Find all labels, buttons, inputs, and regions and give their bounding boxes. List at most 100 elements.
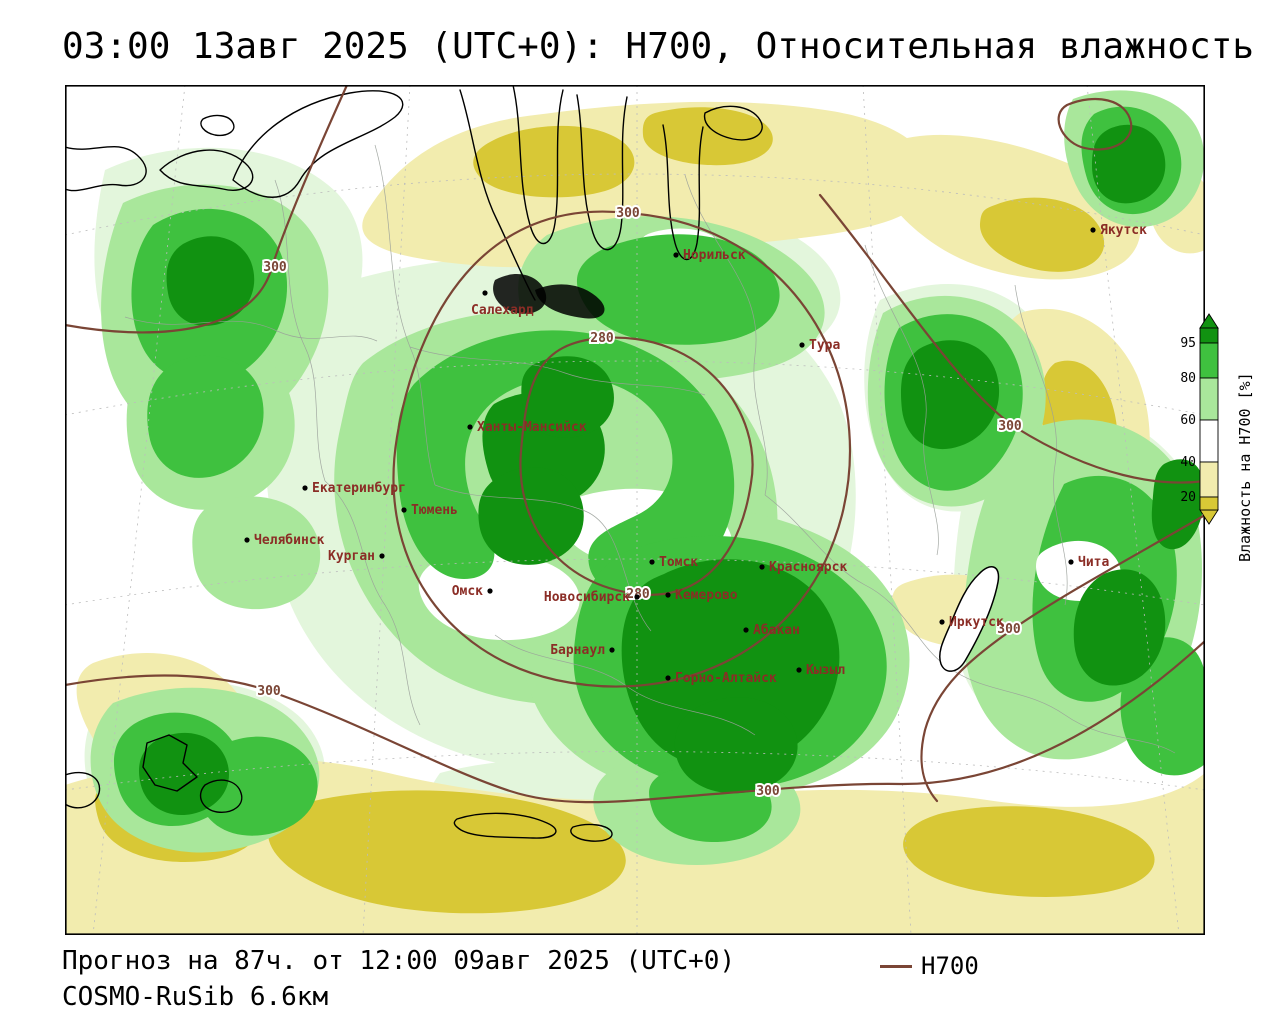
graticule-layer bbox=[65, 85, 1205, 935]
city-dot bbox=[634, 594, 640, 600]
city-label: Кызыл bbox=[806, 663, 845, 678]
colorbar-tick-label: 60 bbox=[1180, 413, 1196, 428]
forecast-info: Прогноз на 87ч. от 12:00 09авг 2025 (UTC… bbox=[62, 946, 736, 976]
contour-label: 300 bbox=[263, 260, 287, 275]
city-marker: Ханты-Мансийск bbox=[467, 420, 587, 435]
aral-sea bbox=[142, 734, 198, 792]
city-dot bbox=[665, 675, 671, 681]
contour-label: 300 bbox=[756, 784, 780, 799]
city-marker: Екатеринбург bbox=[302, 481, 406, 496]
lake-balkhash bbox=[453, 812, 557, 839]
city-marker: Тура bbox=[799, 338, 840, 353]
legend-label: H700 bbox=[921, 952, 979, 980]
contour-label: 300 bbox=[998, 419, 1022, 434]
city-dot bbox=[796, 667, 802, 673]
city-marker: Курган bbox=[328, 549, 385, 564]
city-label: Якутск bbox=[1100, 223, 1147, 238]
city-dot bbox=[759, 564, 765, 570]
humidity-fill-layer bbox=[65, 90, 1205, 935]
city-label: Норильск bbox=[683, 248, 746, 263]
colorbar-tick-label: 95 bbox=[1180, 336, 1196, 351]
city-marker: Красноярск bbox=[759, 560, 847, 575]
city-marker: Кызыл bbox=[796, 663, 845, 678]
city-label: Чита bbox=[1078, 555, 1109, 570]
city-label: Барнаул bbox=[550, 643, 605, 658]
city-dot bbox=[1090, 227, 1096, 233]
colorbar-segment bbox=[1199, 377, 1219, 421]
city-dot bbox=[609, 647, 615, 653]
city-label: Челябинск bbox=[254, 533, 325, 548]
city-dot bbox=[939, 619, 945, 625]
cities-layer: Норильск Салехард Тура Якутск Ханты-Мансийск… bbox=[244, 223, 1147, 686]
colorbar-segment bbox=[1199, 461, 1219, 498]
city-marker: Барнаул bbox=[550, 643, 615, 658]
city-marker: Иркутск bbox=[939, 615, 1004, 630]
city-marker: Горно-Алтайск bbox=[665, 671, 777, 686]
contour-label: 300 bbox=[997, 622, 1021, 637]
colorbar-tick-label: 80 bbox=[1180, 371, 1196, 386]
city-marker: Тюмень bbox=[401, 503, 458, 518]
weather-map: 300 300 280 300 280 300 300 300 Норильск Салехар… bbox=[65, 85, 1205, 935]
contour-label: 300 bbox=[257, 684, 281, 699]
lake-baikal bbox=[939, 566, 1000, 672]
city-label: Красноярск bbox=[769, 560, 847, 575]
city-marker: Томск bbox=[649, 555, 698, 570]
city-marker: Омск bbox=[452, 584, 493, 599]
colorbar-segment bbox=[1199, 327, 1219, 344]
city-label: Тюмень bbox=[411, 503, 458, 518]
colorbar-tick-label: 40 bbox=[1180, 455, 1196, 470]
city-dot bbox=[1068, 559, 1074, 565]
city-marker: Норильск bbox=[673, 248, 746, 263]
city-marker: Кемерово bbox=[665, 588, 738, 603]
city-label: Томск bbox=[659, 555, 698, 570]
city-marker: Якутск bbox=[1090, 223, 1147, 238]
coastline-layer bbox=[65, 85, 1000, 842]
city-dot bbox=[673, 252, 679, 258]
city-dot bbox=[665, 592, 671, 598]
city-label: Екатеринбург bbox=[312, 481, 406, 496]
city-label: Тура bbox=[809, 338, 840, 353]
city-dot bbox=[487, 588, 493, 594]
admin-boundaries-layer bbox=[124, 144, 1176, 754]
colorbar-segment bbox=[1199, 419, 1219, 463]
contour-label: 300 bbox=[616, 206, 640, 221]
city-marker: Салехард bbox=[471, 290, 534, 318]
contour-label: 280 bbox=[626, 587, 650, 602]
city-label: Горно-Алтайск bbox=[675, 671, 777, 686]
city-dot bbox=[482, 290, 488, 296]
city-label: Иркутск bbox=[949, 615, 1004, 630]
city-label: Салехард bbox=[471, 303, 534, 318]
city-label: Кемерово bbox=[675, 588, 738, 603]
city-marker: Чита bbox=[1068, 555, 1109, 570]
colorbar-title: Влажность на H700 [%] bbox=[1236, 372, 1254, 562]
city-marker: Абакан bbox=[743, 623, 800, 638]
model-info: COSMO-RuSib 6.6км bbox=[62, 982, 329, 1012]
city-dot bbox=[467, 424, 473, 430]
colorbar: 95 80 60 40 20 bbox=[1180, 313, 1219, 525]
city-dot bbox=[799, 342, 805, 348]
contour-labels-layer: 300 300 280 300 280 300 300 300 bbox=[255, 204, 1024, 801]
city-label: Курган bbox=[328, 549, 375, 564]
city-dot bbox=[302, 485, 308, 491]
city-dot bbox=[401, 507, 407, 513]
city-label: Новосибирск bbox=[544, 590, 630, 605]
page-title: 03:00 13авг 2025 (UTC+0): H700, Относите… bbox=[62, 26, 1255, 67]
contour-legend: H700 bbox=[880, 952, 979, 980]
city-dot bbox=[649, 559, 655, 565]
geopotential-contours-layer bbox=[65, 85, 1205, 804]
city-label: Ханты-Мансийск bbox=[477, 420, 587, 435]
contour-label: 280 bbox=[590, 331, 614, 346]
city-dot bbox=[379, 553, 385, 559]
city-label: Абакан bbox=[753, 623, 800, 638]
city-marker: Новосибирск bbox=[544, 590, 640, 605]
h700-line-symbol bbox=[880, 964, 912, 968]
city-marker: Челябинск bbox=[244, 533, 325, 548]
colorbar-tick-label: 20 bbox=[1180, 490, 1196, 505]
colorbar-arrow-bottom bbox=[1199, 509, 1219, 525]
colorbar-segment bbox=[1199, 496, 1219, 511]
city-dot bbox=[743, 627, 749, 633]
city-label: Омск bbox=[452, 584, 483, 599]
colorbar-arrow-top bbox=[1199, 313, 1219, 329]
colorbar-segment bbox=[1199, 342, 1219, 379]
city-dot bbox=[244, 537, 250, 543]
